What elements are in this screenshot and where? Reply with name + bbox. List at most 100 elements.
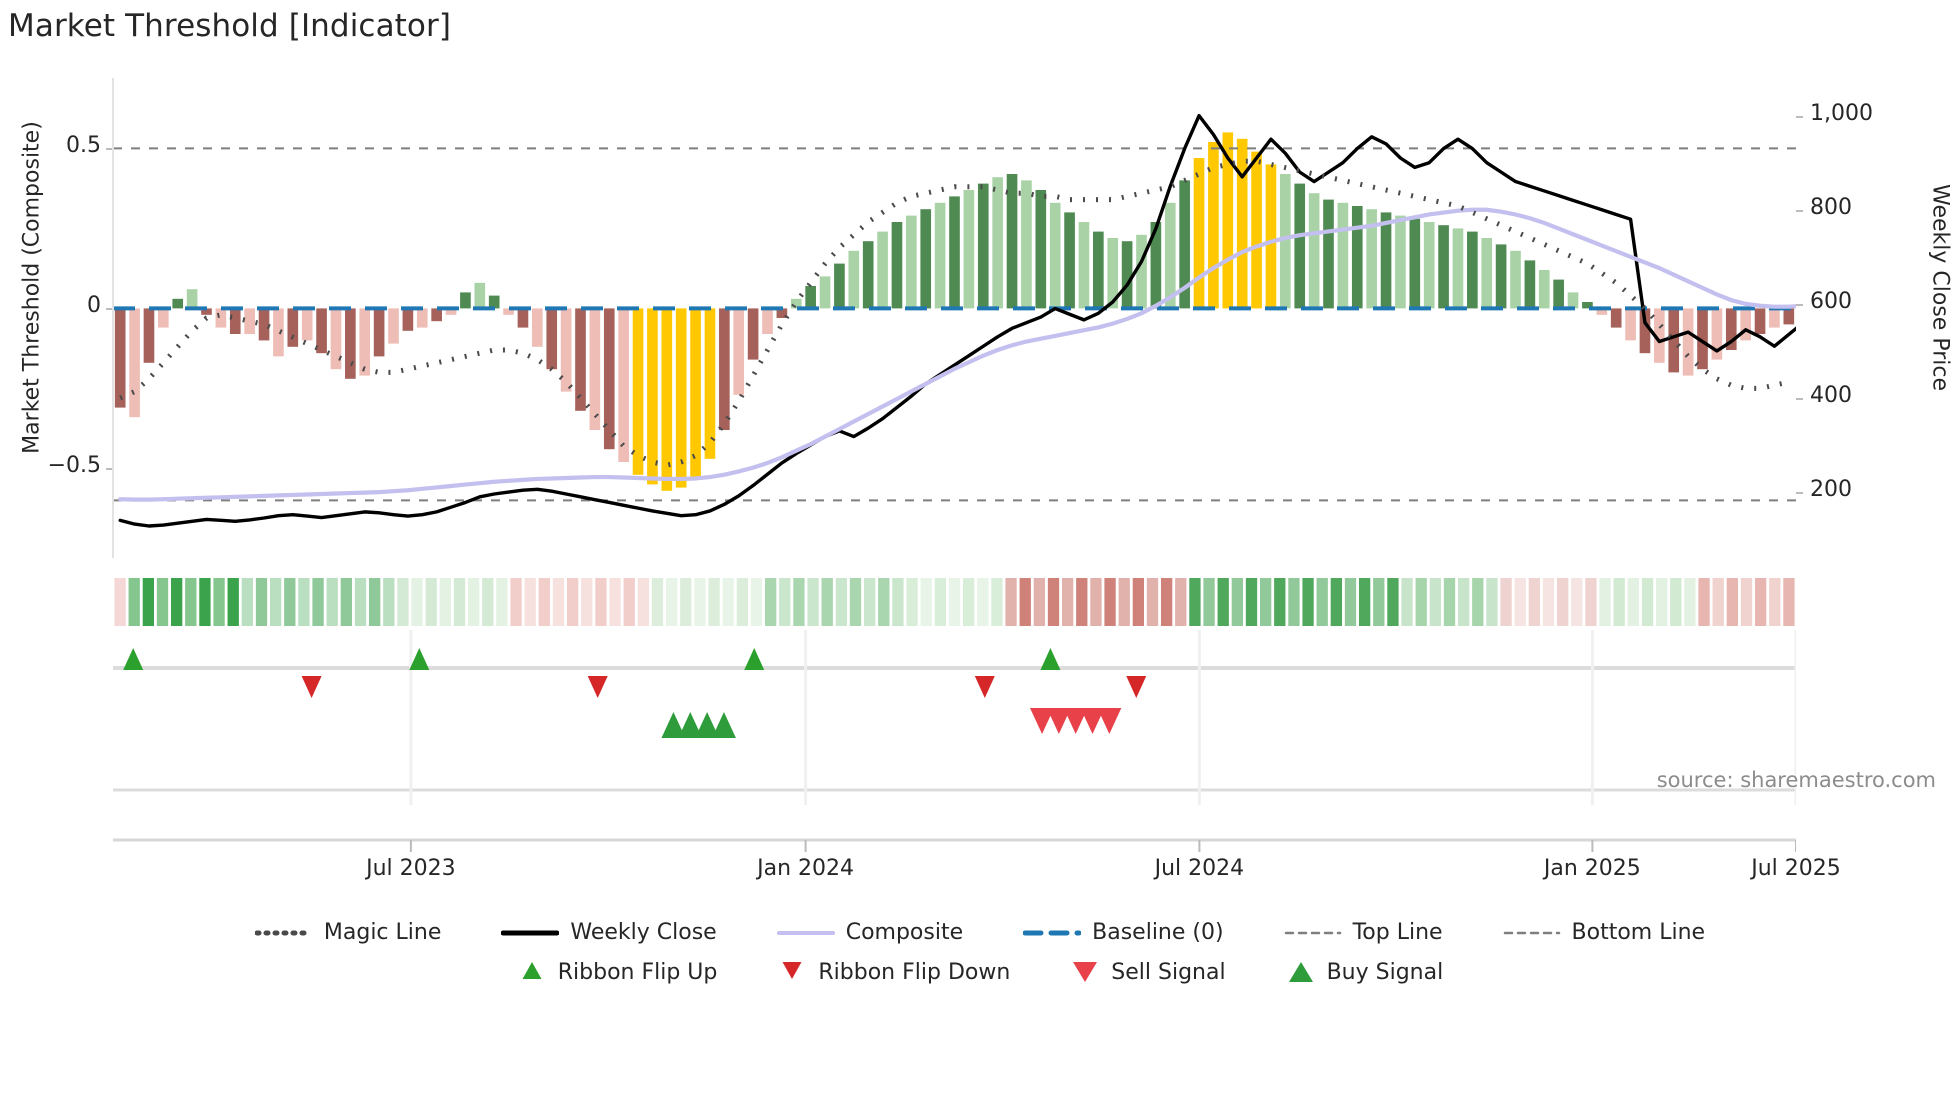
ribbon-band: [170, 578, 183, 626]
legend-item-top-line[interactable]: Top Line: [1284, 920, 1443, 945]
histogram-bar: [1251, 151, 1262, 309]
histogram-bar: [316, 308, 327, 354]
histogram-bar: [1107, 238, 1119, 309]
ribbon-band: [128, 578, 140, 626]
histogram-bar: [244, 308, 255, 334]
ribbon-band: [482, 578, 494, 626]
y-tick-right: 800: [1810, 194, 1852, 220]
ribbon-band: [906, 578, 918, 626]
histogram-bar: [647, 308, 658, 485]
plot-svg: [113, 113, 1796, 528]
y-tick-mark-right: [1796, 492, 1803, 495]
legend-item-buy-signal[interactable]: Buy Signal: [1286, 959, 1443, 985]
legend-triangle-down-icon: [1073, 962, 1098, 982]
sell-signal-marker: [1030, 708, 1055, 734]
ribbon-band: [1769, 578, 1781, 626]
legend-label: Baseline (0): [1092, 920, 1224, 945]
histogram-bar: [532, 308, 543, 347]
histogram-bar: [1610, 308, 1622, 328]
legend-line-swatch: [776, 930, 835, 935]
legend-item-sell-signal[interactable]: Sell Signal: [1070, 959, 1226, 985]
histogram-bar: [201, 308, 212, 315]
histogram-bar: [1265, 164, 1277, 309]
x-tick-label: Jan 2024: [757, 856, 854, 881]
y-tick-right: 1,000: [1810, 100, 1873, 126]
ribbon-band: [114, 578, 126, 626]
y-tick-left: −0.5: [47, 453, 101, 479]
ribbon-band: [1514, 578, 1526, 626]
legend-line-swatch: [254, 930, 313, 935]
legend-item-magic-line[interactable]: Magic Line: [254, 920, 442, 945]
y-tick-mark-left: [106, 148, 113, 151]
y-tick-right: 200: [1810, 477, 1852, 503]
ribbon-band: [991, 578, 1003, 626]
ribbon-band: [552, 578, 565, 626]
histogram-bar: [1553, 279, 1564, 309]
ribbon-flip-down-marker: [1126, 676, 1147, 698]
ribbon-band: [383, 578, 395, 626]
ribbon-band: [1599, 578, 1611, 626]
legend-item-weekly-close[interactable]: Weekly Close: [501, 920, 717, 945]
sell-signal-marker: [1080, 708, 1105, 734]
histogram-bar: [589, 308, 601, 430]
histogram-bar: [1467, 231, 1478, 309]
histogram-bar: [1093, 231, 1104, 309]
ribbon-band: [878, 578, 890, 626]
histogram-bar: [1567, 292, 1579, 309]
y-axis-left-label: Market Threshold (Composite): [19, 121, 45, 454]
histogram-bar: [172, 298, 184, 309]
y-axis-right-label: Weekly Close Price: [1927, 184, 1953, 391]
histogram-bar: [1064, 212, 1075, 309]
legend-item-composite[interactable]: Composite: [776, 920, 964, 945]
histogram-bar: [1524, 260, 1536, 309]
ribbon-band: [581, 578, 593, 626]
histogram-bar: [431, 308, 442, 322]
histogram-bar: [1150, 222, 1162, 309]
histogram-bar: [1754, 308, 1766, 334]
ribbon-band: [1175, 578, 1187, 626]
legend-triangle-up-icon: [1288, 962, 1313, 982]
histogram-bar: [963, 190, 975, 309]
legend-label: Magic Line: [323, 920, 442, 945]
legend-item-ribbon-flip-down[interactable]: Ribbon Flip Down: [777, 959, 1010, 985]
ribbon-band: [1641, 578, 1654, 626]
histogram-bar: [517, 308, 529, 328]
histogram-bar: [575, 308, 586, 411]
histogram-bar: [747, 308, 759, 360]
histogram-bar: [906, 215, 917, 309]
legend-item-bottom-line[interactable]: Bottom Line: [1503, 920, 1705, 945]
histogram-bar: [920, 209, 932, 309]
legend-marker-swatch: [1073, 962, 1098, 982]
histogram-bar: [1078, 222, 1090, 309]
histogram-bar: [733, 308, 745, 395]
ribbon-band: [623, 578, 635, 626]
histogram-bar: [1121, 241, 1133, 309]
legend: Magic Line Weekly Close Composite Baseline …: [0, 920, 1960, 985]
histogram-bar: [1193, 158, 1205, 309]
histogram-bar: [345, 308, 356, 379]
ribbon-band: [680, 578, 692, 626]
histogram-bar: [1380, 212, 1392, 309]
series-composite: [118, 207, 1796, 502]
histogram-bar: [1711, 308, 1723, 360]
histogram-bar: [416, 308, 428, 328]
ribbon-band: [708, 578, 720, 626]
histogram-bar: [977, 183, 989, 309]
legend-item-ribbon-flip-up[interactable]: Ribbon Flip Up: [517, 959, 717, 985]
ribbon-band: [849, 578, 862, 626]
histogram-bar: [1280, 174, 1291, 309]
histogram-bar: [460, 292, 471, 309]
ribbon-band: [425, 578, 437, 626]
legend-line-swatch: [1023, 930, 1082, 935]
ribbon-band: [340, 578, 353, 626]
ribbon-band: [750, 578, 763, 626]
ribbon-band: [1005, 578, 1017, 626]
ribbon-band: [312, 578, 324, 626]
ribbon-band: [142, 578, 155, 626]
legend-label: Composite: [845, 920, 964, 945]
y-tick-mark-right: [1796, 115, 1803, 118]
legend-line-swatch: [1503, 931, 1560, 934]
legend-row-primary: Magic Line Weekly Close Composite Baseline …: [0, 920, 1960, 945]
legend-item-baseline-0[interactable]: Baseline (0): [1023, 920, 1224, 945]
